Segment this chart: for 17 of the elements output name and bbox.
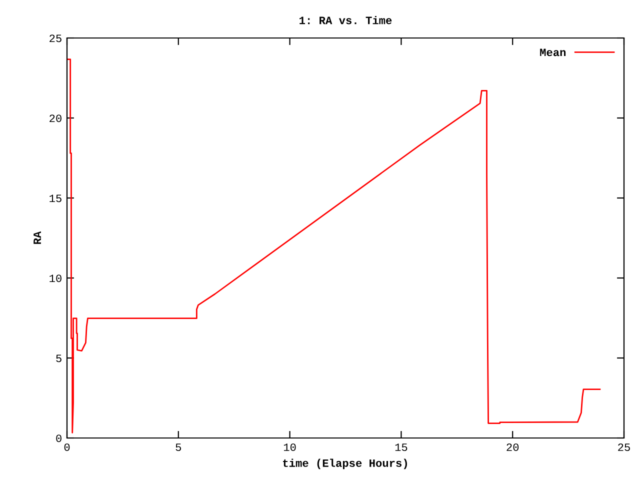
x-tick-label: 15	[395, 444, 408, 452]
chart-title: 1: RA vs. Time	[300, 16, 392, 24]
x-axis-title: time (Elapse Hours)	[283, 458, 407, 470]
line-series	[67, 58, 601, 434]
x-tick-label: 10	[284, 443, 296, 452]
x-tick-label: 5	[176, 444, 182, 452]
x-tick-label: 0	[64, 443, 70, 452]
legend-label: Mean	[540, 48, 566, 56]
y-tick-label: 15	[50, 194, 62, 202]
x-tick-label: 20	[506, 443, 519, 452]
y-tick-label: 25	[50, 34, 62, 42]
y-tick-label: 0	[56, 434, 62, 442]
y-tick-label: 5	[56, 354, 62, 362]
y-axis-title: RA	[34, 231, 41, 244]
y-tick-label: 20	[50, 114, 62, 122]
y-tick-label: 10	[50, 274, 62, 282]
x-tick-label: 25	[618, 443, 630, 452]
